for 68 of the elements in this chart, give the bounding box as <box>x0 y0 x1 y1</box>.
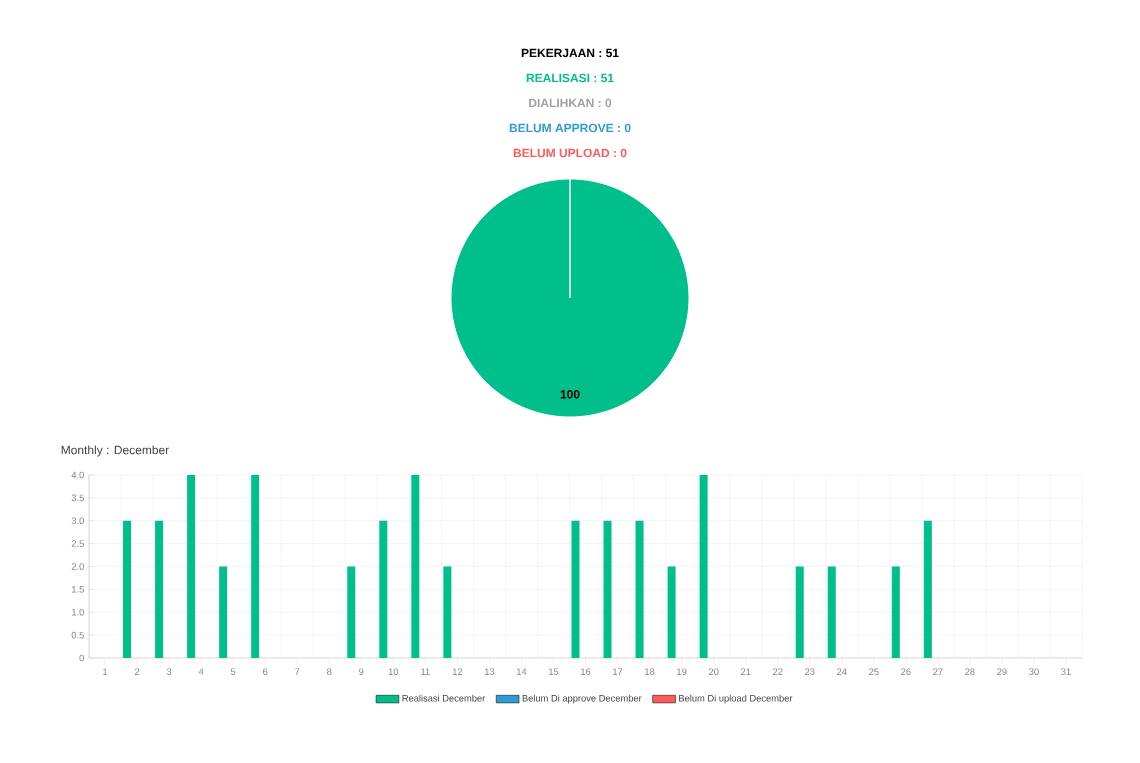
bar <box>667 566 676 658</box>
chart-title: Monthly : December <box>61 445 169 457</box>
x-tick-label: 9 <box>359 668 364 675</box>
bar <box>571 520 580 658</box>
y-tick-label: 3.5 <box>71 494 84 502</box>
text: DIALIHKAN : 0 <box>529 98 612 108</box>
x-tick-label: 1 <box>103 668 108 675</box>
text: BELUM APPROVE : 0 <box>509 123 631 133</box>
x-tick-label: 5 <box>230 668 236 675</box>
y-tick-label: 1.5 <box>72 586 84 593</box>
bar <box>251 474 260 658</box>
x-tick-label: 18 <box>645 668 655 675</box>
x-tick-label: 16 <box>581 668 591 675</box>
bar <box>219 566 228 658</box>
text: BELUM UPLOAD : 0 <box>513 148 627 158</box>
x-tick-label: 21 <box>740 668 751 675</box>
text: REALISASI : 51 <box>526 73 614 83</box>
x-tick-label: 22 <box>772 668 783 675</box>
bar <box>923 520 932 658</box>
x-tick-label: 7 <box>295 668 300 675</box>
bar <box>379 520 388 658</box>
legend-label: Realisasi December <box>402 694 486 702</box>
x-tick-label: 24 <box>837 668 847 675</box>
x-tick-label: 19 <box>677 668 687 675</box>
x-tick-label: 27 <box>933 668 943 675</box>
x-tick-label: 31 <box>1061 668 1071 675</box>
y-tick-label: 0 <box>79 654 84 662</box>
x-tick-label: 17 <box>613 668 623 675</box>
x-tick-label: 29 <box>997 668 1007 675</box>
x-tick-label: 6 <box>263 668 268 675</box>
bar <box>187 474 196 658</box>
x-tick-label: 26 <box>901 668 911 675</box>
bar <box>603 520 612 658</box>
bar <box>443 566 452 658</box>
x-tick-label: 13 <box>484 668 495 675</box>
x-tick-label: 30 <box>1029 668 1039 675</box>
bar <box>347 566 356 658</box>
bar <box>699 474 708 658</box>
x-tick-label: 28 <box>965 668 975 675</box>
x-tick-label: 25 <box>869 668 879 675</box>
data-label: 100 <box>560 390 580 399</box>
legend-label: Belum Di upload December <box>679 694 793 704</box>
x-tick-label: 23 <box>804 668 815 675</box>
x-tick-label: 10 <box>388 668 399 675</box>
x-tick-label: 3 <box>166 668 172 675</box>
bar <box>795 566 804 658</box>
y-tick-label: 4.0 <box>71 471 84 479</box>
bar <box>411 474 420 658</box>
x-tick-label: 15 <box>548 668 559 675</box>
bar <box>635 520 644 658</box>
x-tick-label: 14 <box>516 668 527 675</box>
x-tick-label: 2 <box>134 668 140 675</box>
x-tick-label: 12 <box>452 668 463 675</box>
bar <box>155 520 164 658</box>
legend-label: Belum Di approve December <box>522 694 642 704</box>
y-tick-label: 2.0 <box>71 563 84 570</box>
bar <box>891 566 900 658</box>
x-tick-label: 4 <box>198 668 204 675</box>
y-tick-label: 2.5 <box>71 540 84 547</box>
y-tick-label: 0.5 <box>71 631 84 639</box>
bar <box>827 566 836 658</box>
x-tick-label: 20 <box>708 668 719 675</box>
chart-title: PEKERJAAN : 51 <box>521 48 619 58</box>
x-tick-label: 11 <box>421 668 430 675</box>
x-tick-label: 8 <box>327 668 332 675</box>
y-tick-label: 1.0 <box>72 608 84 616</box>
y-tick-label: 3.0 <box>71 517 84 525</box>
bar <box>123 520 132 658</box>
